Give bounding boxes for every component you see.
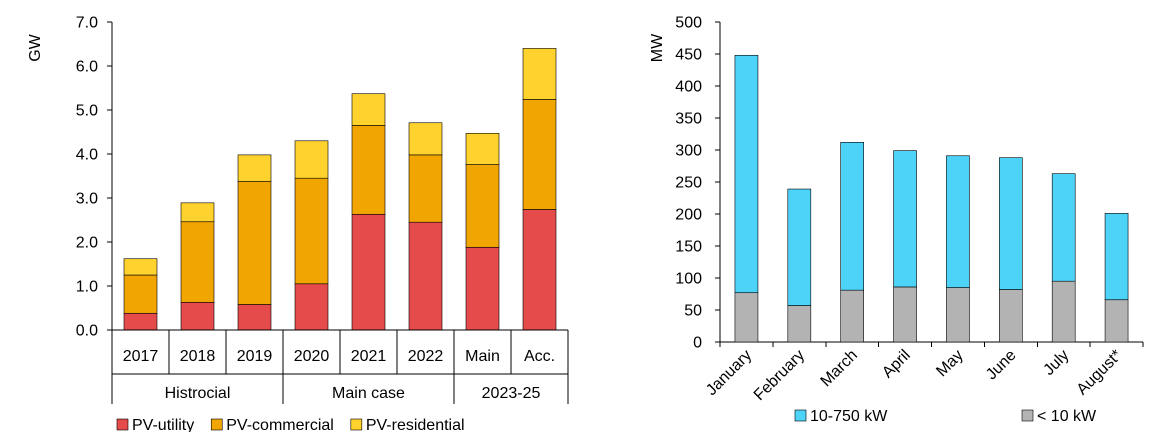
- left-group-label: 2023-25: [482, 385, 541, 402]
- left-bar-segment: [237, 154, 272, 182]
- right-y-tick-label: 450: [675, 47, 702, 64]
- right-bar-segment: [893, 286, 917, 343]
- right-bar-segment: [946, 155, 970, 288]
- right-y-tick-label: 200: [675, 207, 702, 224]
- right-x-tick-label: February: [751, 347, 808, 404]
- right-legend-swatch: [794, 409, 807, 422]
- left-group-label: Main case: [332, 385, 405, 402]
- left-y-tick-label: 4.0: [76, 147, 98, 164]
- right-y-tick-label: 100: [675, 271, 702, 288]
- right-bar-segment: [999, 289, 1023, 343]
- left-y-tick-label: 6.0: [76, 59, 98, 76]
- left-bar-segment: [522, 209, 557, 331]
- left-bar-segment: [237, 180, 272, 305]
- left-bar-segment: [180, 301, 215, 331]
- left-x-tick-label: 2022: [408, 348, 444, 365]
- right-bar-segment: [1051, 173, 1076, 282]
- right-y-tick-label: 250: [675, 175, 702, 192]
- right-bar-segment: [787, 188, 812, 306]
- right-y-unit-label: MW: [649, 33, 666, 62]
- left-legend-label: PV-utility: [132, 417, 194, 432]
- left-x-tick-label: Main: [465, 348, 500, 365]
- right-bar-segment: [946, 287, 970, 343]
- left-x-tick-label: Acc.: [524, 348, 555, 365]
- left-bar-segment: [408, 221, 443, 331]
- left-bar-segment: [294, 283, 329, 331]
- right-bar-segment: [734, 54, 759, 294]
- left-bar-segment: [465, 246, 500, 331]
- left-bar-segment: [408, 154, 443, 223]
- right-x-tick-label: May: [933, 347, 966, 380]
- right-bar-segment: [840, 289, 864, 343]
- right-bar-segment: [1051, 280, 1076, 343]
- left-x-tick-label: 2018: [180, 348, 216, 365]
- right-x-tick-label: August*: [1074, 347, 1126, 399]
- left-bar-segment: [522, 99, 557, 210]
- left-bar-segment: [180, 202, 215, 223]
- left-group-label: Histrocial: [165, 385, 231, 402]
- right-bar-segment: [999, 157, 1023, 290]
- right-legend-label: < 10 kW: [1037, 408, 1097, 425]
- left-bar-segment: [294, 140, 329, 179]
- left-bar-segment: [123, 258, 158, 276]
- left-bar-segment: [294, 177, 329, 285]
- left-legend-swatch: [350, 418, 363, 431]
- left-x-tick-label: 2017: [123, 348, 159, 365]
- right-legend-swatch: [1021, 409, 1034, 422]
- right-bar-segment: [840, 142, 864, 291]
- left-y-tick-label: 2.0: [76, 235, 98, 252]
- right-x-tick-label: July: [1040, 347, 1072, 379]
- left-bar-segment: [408, 122, 443, 156]
- left-x-tick-label: 2021: [351, 348, 387, 365]
- right-x-tick-label: January: [703, 347, 755, 399]
- right-y-tick-label: 400: [675, 79, 702, 96]
- right-bar-segment: [734, 292, 759, 343]
- right-y-tick-label: 0: [693, 335, 702, 352]
- left-bar-segment: [123, 274, 158, 314]
- left-y-tick-label: 5.0: [76, 103, 98, 120]
- right-bar-segment: [893, 150, 917, 288]
- left-bar-segment: [180, 221, 215, 303]
- left-y-tick-label: 0.0: [76, 323, 98, 340]
- left-bar-segment: [465, 164, 500, 248]
- right-y-tick-label: 300: [675, 143, 702, 160]
- right-bar-segment: [1104, 299, 1129, 343]
- left-bar-segment: [465, 133, 500, 165]
- right-x-tick-label: March: [818, 347, 861, 390]
- right-y-tick-label: 500: [675, 15, 702, 32]
- left-y-tick-label: 7.0: [76, 15, 98, 32]
- right-x-tick-label: June: [983, 347, 1020, 384]
- left-legend-swatch: [210, 418, 223, 431]
- right-bar-segment: [787, 305, 812, 343]
- left-legend-label: PV-residential: [366, 417, 465, 432]
- left-bar-segment: [123, 312, 158, 331]
- left-bar-segment: [522, 48, 557, 100]
- left-bar-segment: [351, 213, 386, 331]
- right-legend-label: 10-750 kW: [810, 408, 888, 425]
- left-x-tick-label: 2020: [294, 348, 330, 365]
- right-x-tick-label: April: [879, 347, 914, 382]
- left-y-unit-label: GW: [27, 33, 44, 61]
- left-y-tick-label: 3.0: [76, 191, 98, 208]
- left-y-tick-label: 1.0: [76, 279, 98, 296]
- left-legend-label: PV-commercial: [226, 417, 334, 432]
- left-bar-segment: [351, 93, 386, 126]
- right-y-tick-label: 50: [684, 303, 702, 320]
- right-y-tick-label: 350: [675, 111, 702, 128]
- left-bar-segment: [351, 125, 386, 215]
- right-y-tick-label: 150: [675, 239, 702, 256]
- right-bar-segment: [1104, 213, 1129, 301]
- left-x-tick-label: 2019: [237, 348, 273, 365]
- left-legend-swatch: [116, 418, 129, 431]
- left-bar-segment: [237, 304, 272, 331]
